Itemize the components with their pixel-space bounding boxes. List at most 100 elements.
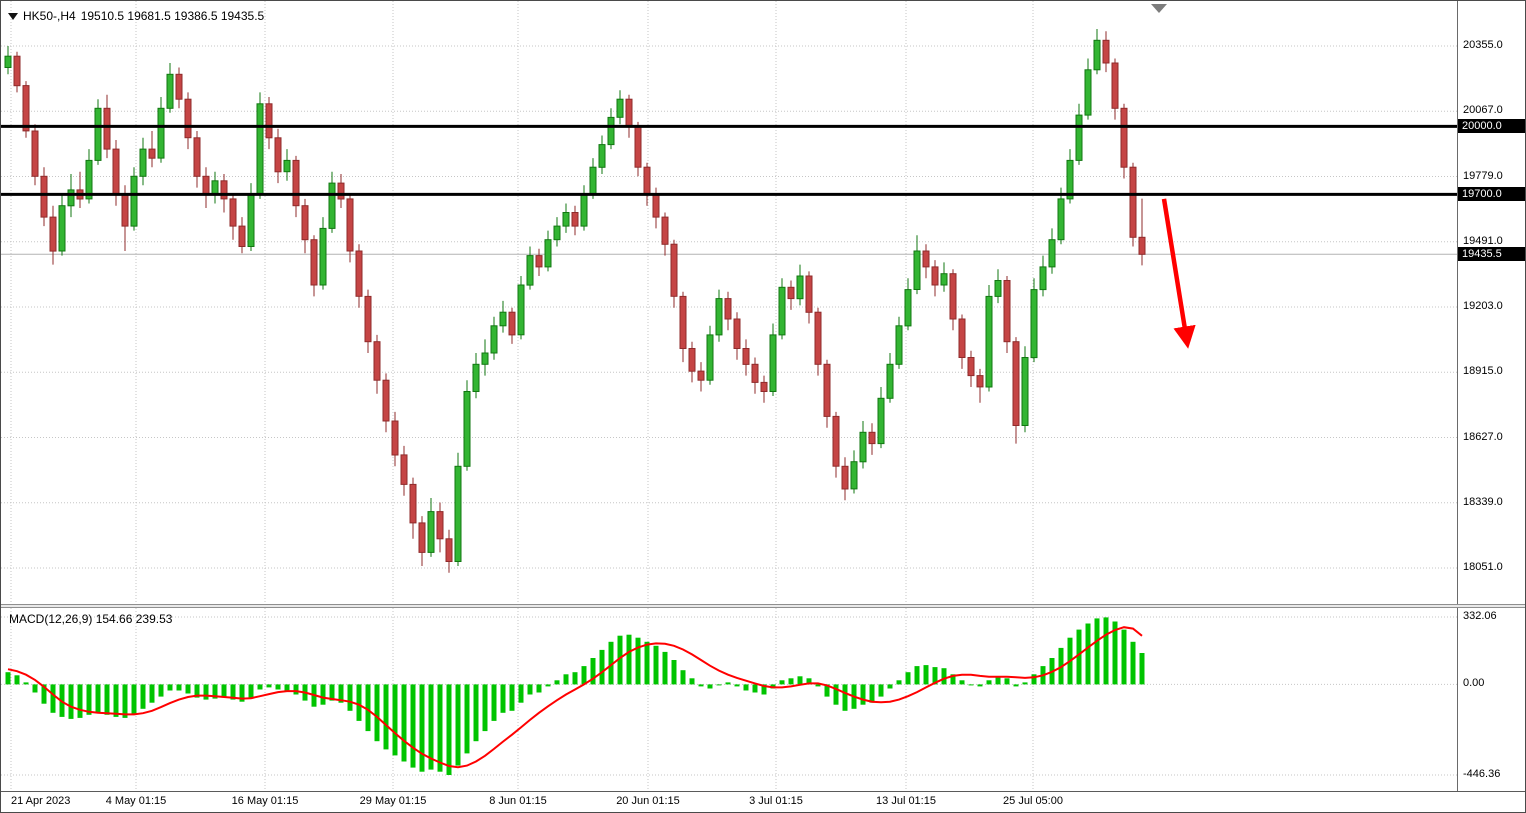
macd-bar [932, 667, 938, 685]
price-tick-label: 18915.0 [1463, 365, 1503, 377]
macd-bar [1103, 617, 1109, 685]
candle-body [706, 334, 714, 381]
chart-shift-marker-icon[interactable] [1151, 4, 1167, 13]
macd-bar [374, 684, 380, 742]
candle-body [202, 175, 210, 195]
macd-bar [455, 684, 461, 766]
candle-body [652, 193, 660, 218]
candle-body [283, 159, 291, 173]
macd-bar [779, 680, 785, 685]
candle-body [553, 225, 561, 241]
candle-body [427, 511, 435, 553]
time-tick-label: 29 May 01:15 [359, 795, 427, 807]
candle-body [1129, 166, 1137, 238]
candle-body [382, 379, 390, 422]
candle-body [994, 280, 1002, 297]
candle-body [346, 198, 354, 252]
price-level-badge: 19700.0 [1458, 187, 1525, 201]
macd-bar [860, 684, 866, 705]
time-tick-label: 4 May 01:15 [105, 795, 167, 807]
macd-bar [698, 684, 704, 687]
candle-body [157, 107, 165, 159]
macd-bar [1112, 621, 1118, 685]
macd-bar [797, 676, 803, 685]
macd-bar [194, 684, 200, 698]
macd-bar [887, 684, 893, 689]
main-price-chart[interactable] [1, 1, 1457, 605]
candle-body [184, 98, 192, 139]
candle-body [760, 381, 768, 392]
candle-body [391, 420, 399, 456]
macd-bar [986, 680, 992, 685]
time-axis[interactable]: 21 Apr 2023 4 May 01:15 16 May 01:15 29 May… [1, 792, 1525, 812]
time-tick-label: 16 May 01:15 [231, 795, 299, 807]
macd-bar [446, 684, 452, 775]
candle-body [1138, 236, 1146, 255]
candle-body [526, 255, 534, 286]
candle-body [409, 483, 417, 524]
macd-bar [185, 684, 191, 694]
macd-bar [86, 684, 92, 715]
candle-body [841, 465, 849, 490]
down-arrow-annotation[interactable] [1161, 198, 1196, 349]
candle-body [1066, 159, 1074, 200]
candle-body [697, 370, 705, 381]
candle-body [949, 273, 957, 320]
candle-body [580, 193, 588, 227]
macd-bar [608, 641, 614, 685]
symbol-dropdown-icon[interactable] [8, 12, 18, 20]
symbol-ohlc-values: 19510.5 19681.5 19386.5 19435.5 [80, 9, 265, 23]
macd-indicator-chart[interactable] [1, 608, 1457, 791]
candle-body [796, 275, 804, 300]
macd-bar [734, 684, 740, 687]
candle-body [913, 250, 921, 290]
macd-bar [1004, 678, 1010, 685]
candle-body [859, 431, 867, 463]
candle-body [976, 375, 984, 388]
time-tick-label: 13 Jul 01:15 [876, 795, 936, 807]
candle-body [643, 166, 651, 195]
macd-bar [5, 672, 11, 685]
price-axis[interactable]: 20355.0 20067.0 19779.0 19491.0 19203.0 18915… [1458, 1, 1525, 791]
candle-body [1120, 107, 1128, 168]
time-tick-label: 21 Apr 2023 [11, 795, 71, 807]
candle-body [310, 239, 318, 286]
macd-bar [365, 684, 371, 732]
macd-bar [653, 645, 659, 685]
macd-bar [572, 672, 578, 685]
macd-bar [149, 684, 155, 703]
macd-bar [473, 684, 479, 742]
candle-body [40, 175, 48, 218]
candle-body [67, 189, 75, 207]
macd-bar [707, 684, 713, 689]
candle-body [769, 334, 777, 392]
macd-bar [788, 678, 794, 685]
symbol-name: HK50-,H4 [23, 9, 76, 23]
current-price-badge: 19435.5 [1458, 247, 1525, 261]
candle-body [931, 266, 939, 286]
macd-bar [914, 666, 920, 685]
indicator-panel-divider[interactable] [1, 604, 1525, 608]
candle-body [904, 289, 912, 327]
macd-bar [491, 684, 497, 721]
time-tick-label: 20 Jun 01:15 [616, 795, 680, 807]
macd-bar [266, 684, 272, 688]
macd-bar [878, 684, 884, 697]
candle-body [364, 295, 372, 343]
candle-body [400, 454, 408, 485]
candle-body [256, 103, 264, 195]
macd-bar [50, 684, 56, 713]
macd-bar [176, 684, 182, 691]
time-tick-label: 25 Jul 05:00 [1003, 795, 1063, 807]
candle-body [193, 137, 201, 177]
macd-bar [347, 684, 353, 711]
macd-bar [221, 684, 227, 698]
candle-body [544, 239, 552, 268]
price-tick-label: 20355.0 [1463, 39, 1503, 51]
macd-bar [752, 684, 758, 693]
macd-bar [950, 674, 956, 685]
candle-body [742, 348, 750, 365]
candle-body [670, 243, 678, 297]
macd-bar [104, 684, 110, 715]
candle-body [778, 286, 786, 336]
